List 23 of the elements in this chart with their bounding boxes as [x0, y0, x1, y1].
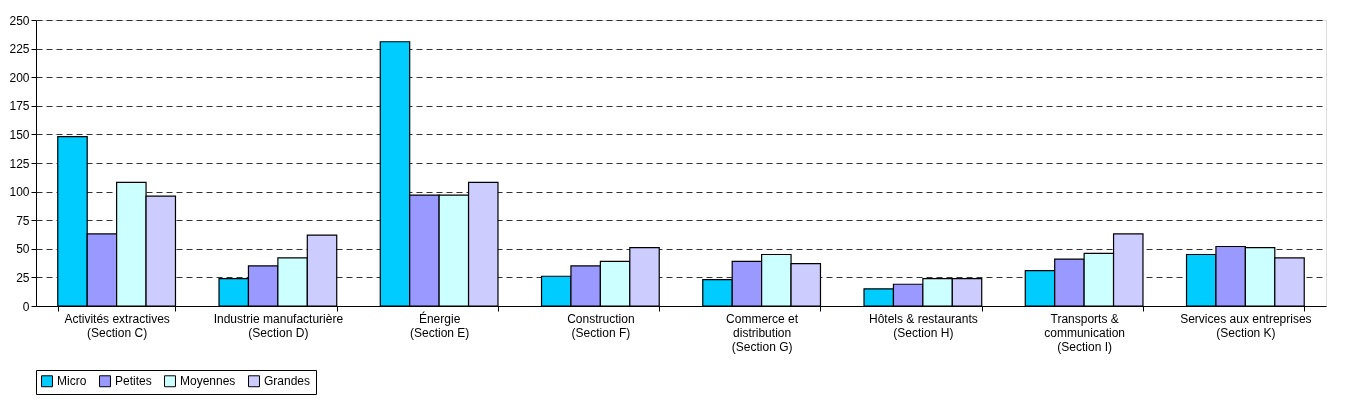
x-tick-label: Énergie (Section E) [409, 310, 470, 340]
legend-label: Grandes [264, 374, 311, 389]
x-tick-label: Activités extractives (Section C) [64, 311, 170, 340]
x-tick-label: Industrie manufacturière (Section D) [213, 311, 344, 340]
legend-label: Micro [57, 374, 87, 389]
y-tick-label: 25 [16, 270, 30, 285]
y-tick-label: 225 [9, 42, 30, 57]
x-tick-label: Services aux entreprises (Section K) [1180, 311, 1312, 340]
legend-label: Petites [115, 374, 152, 389]
y-tick-label: 150 [9, 127, 30, 142]
x-tick-label: Hôtels & restaurants (Section H) [869, 311, 978, 340]
y-tick-label: 50 [16, 242, 30, 257]
y-tick-label: 250 [9, 13, 30, 28]
legend-label: Moyennes [180, 374, 236, 389]
y-tick-label: 125 [9, 156, 30, 171]
x-tick-label: Commerce et distribution (Section G) [726, 311, 799, 354]
y-tick-label: 200 [9, 70, 30, 85]
y-tick-label: 75 [16, 213, 30, 228]
x-tick-label: Transports & communication (Section I) [1044, 311, 1125, 354]
y-tick-label: 100 [9, 185, 30, 200]
y-tick-label: 175 [9, 99, 30, 114]
y-tick-label: 0 [22, 299, 30, 314]
x-tick-label: Construction (Section F) [567, 311, 635, 340]
